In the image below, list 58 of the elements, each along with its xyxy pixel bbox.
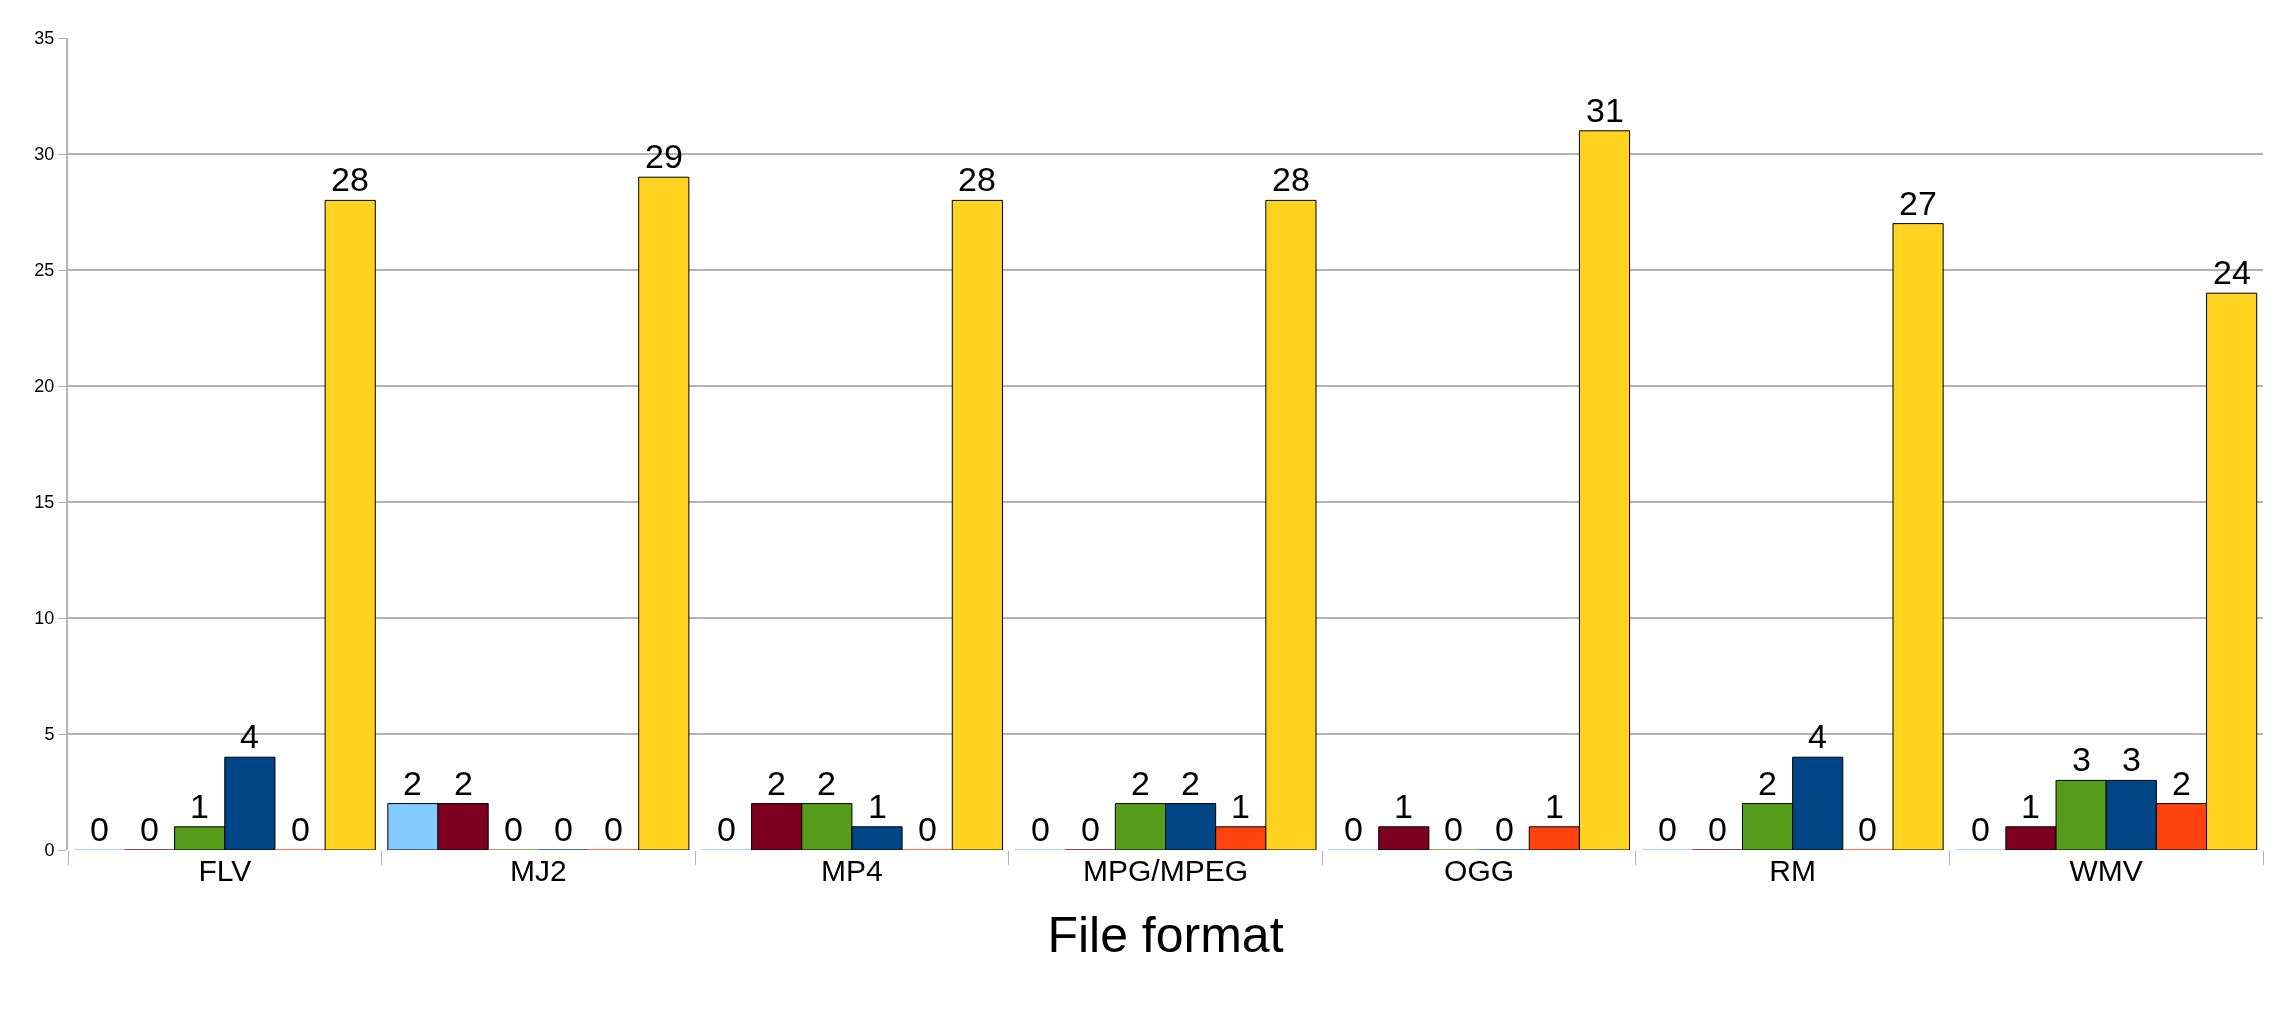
data-label: 2 <box>2172 764 2191 802</box>
x-tick-label: MJ2 <box>510 854 567 887</box>
data-label: 0 <box>1444 810 1463 848</box>
data-label: 0 <box>717 810 736 848</box>
data-label: 4 <box>1808 717 1827 755</box>
x-axis-title: File format <box>1047 906 1284 963</box>
x-tick-label: FLV <box>198 854 252 887</box>
data-label: 3 <box>2072 740 2091 778</box>
y-tick-label: 10 <box>34 608 55 629</box>
data-label: 0 <box>1495 810 1514 848</box>
data-label: 2 <box>817 764 836 802</box>
data-label: 0 <box>554 810 573 848</box>
data-label: 1 <box>1394 787 1413 825</box>
data-label: 0 <box>1708 810 1727 848</box>
data-label: 0 <box>604 810 623 848</box>
data-label: 1 <box>2021 787 2040 825</box>
y-tick-label: 0 <box>44 840 55 861</box>
data-label: 1 <box>868 787 887 825</box>
data-label: 2 <box>403 764 422 802</box>
data-label: 0 <box>1081 810 1100 848</box>
data-label: 28 <box>1272 160 1310 198</box>
data-label: 28 <box>331 160 369 198</box>
data-label: 0 <box>1344 810 1363 848</box>
data-label: 28 <box>958 160 996 198</box>
data-label: 2 <box>454 764 473 802</box>
data-label: 0 <box>1858 810 1877 848</box>
data-label: 0 <box>90 810 109 848</box>
data-label: 24 <box>2213 253 2251 291</box>
data-label: 27 <box>1899 184 1937 222</box>
data-label: 1 <box>1545 787 1564 825</box>
data-label: 0 <box>1658 810 1677 848</box>
data-label: 0 <box>291 810 310 848</box>
data-label: 29 <box>645 137 683 175</box>
y-tick-label: 35 <box>34 28 55 49</box>
x-tick-label: OGG <box>1444 854 1515 887</box>
y-tick-label: 15 <box>34 492 55 513</box>
data-label: 31 <box>1586 91 1624 129</box>
data-label: 2 <box>1758 764 1777 802</box>
y-tick-label: 30 <box>34 144 55 165</box>
data-label: 0 <box>1031 810 1050 848</box>
data-label: 1 <box>1231 787 1250 825</box>
y-tick-label: 25 <box>34 260 55 281</box>
data-label: 2 <box>1181 764 1200 802</box>
x-tick-label: MP4 <box>821 854 883 887</box>
y-tick-label: 20 <box>34 376 55 397</box>
data-label: 1 <box>190 787 209 825</box>
x-tick-label: MPG/MPEG <box>1082 854 1249 887</box>
data-label: 4 <box>240 717 259 755</box>
data-label: 2 <box>1131 764 1150 802</box>
data-label: 0 <box>140 810 159 848</box>
y-tick-label: 5 <box>44 724 55 745</box>
x-tick-label: RM <box>1769 854 1816 887</box>
data-label: 0 <box>504 810 523 848</box>
x-tick-label: WMV <box>2069 854 2143 887</box>
data-label: 3 <box>2122 740 2141 778</box>
data-label: 2 <box>767 764 786 802</box>
data-label: 0 <box>1971 810 1990 848</box>
data-label: 0 <box>918 810 937 848</box>
